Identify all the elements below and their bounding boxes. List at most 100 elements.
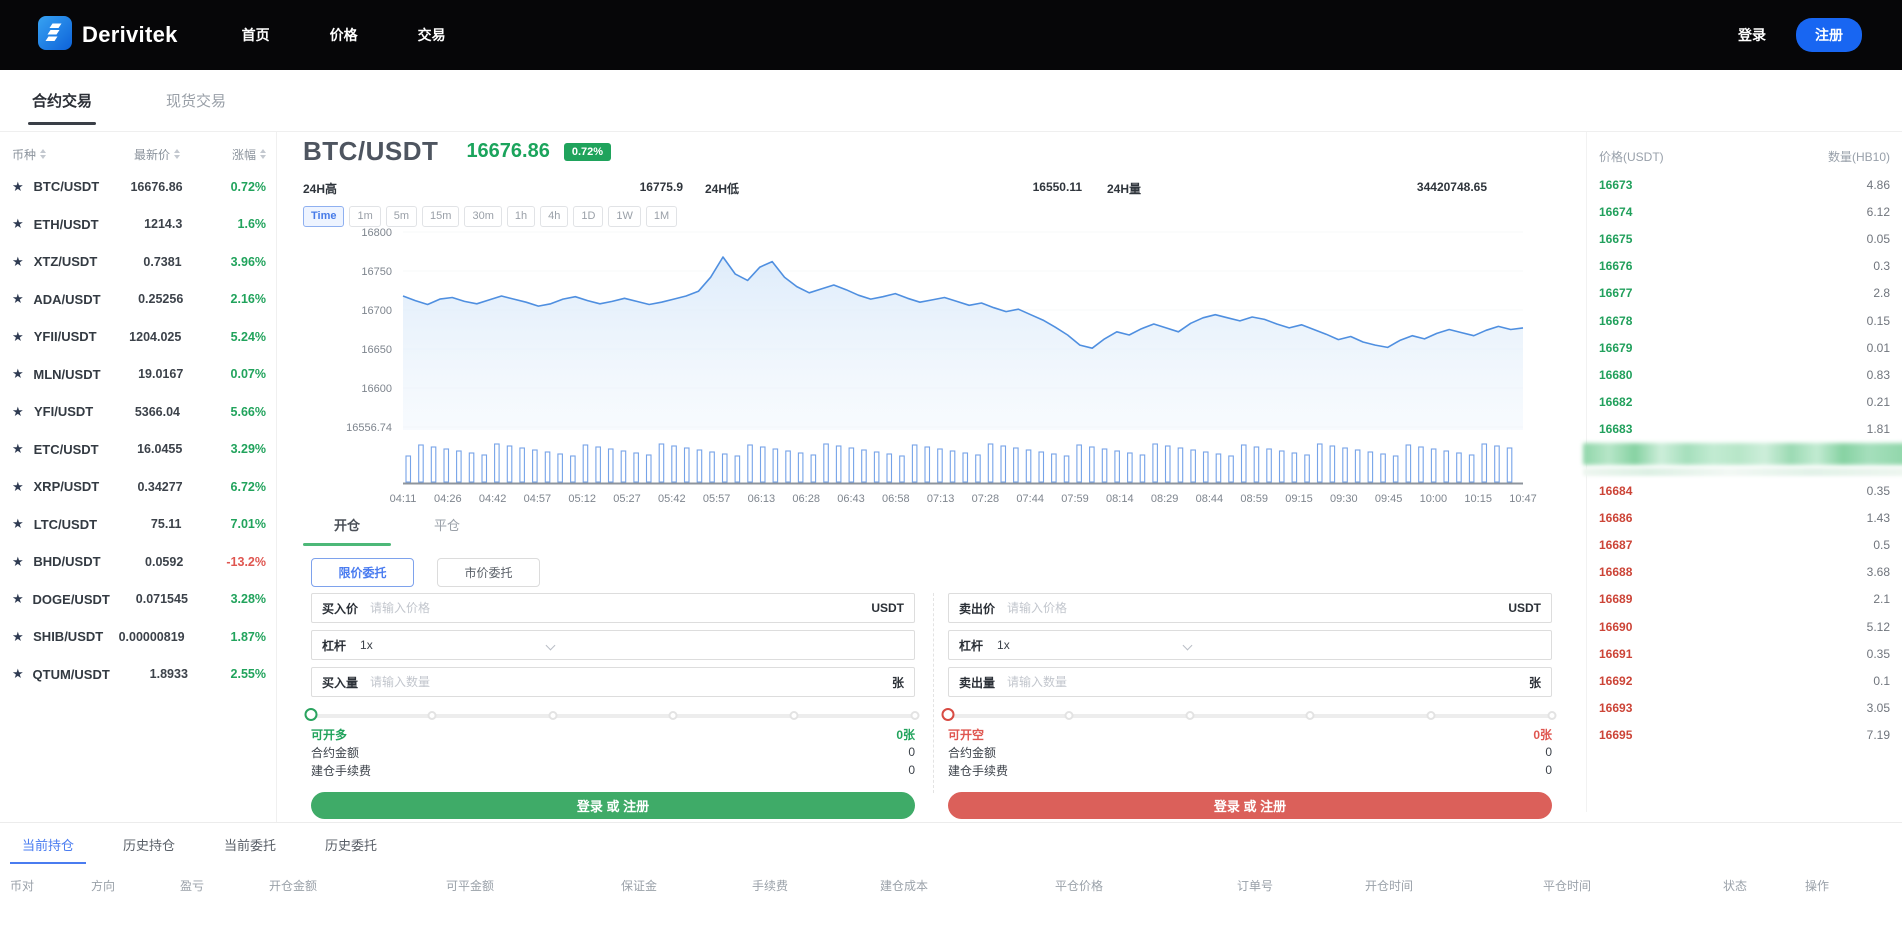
buy-amount-slider[interactable] [304,707,920,725]
watchlist-row[interactable]: ★ MLN/USDT 19.0167 0.07% [0,356,276,394]
favorite-star-icon[interactable]: ★ [12,628,24,644]
limit-order-button[interactable]: 限价委托 [311,558,414,587]
interval-button-1m[interactable]: 1M [645,206,678,227]
slider-handle[interactable] [304,708,318,721]
watchlist-row[interactable]: ★ ADA/USDT 0.25256 2.16% [0,281,276,319]
order-book-row[interactable]: 16688 3.68 [1599,559,1890,586]
nav-item[interactable]: 价格 [329,27,358,43]
slider-track[interactable] [311,714,915,718]
favorite-star-icon[interactable]: ★ [12,441,24,457]
order-book-row[interactable]: 16690 5.12 [1599,613,1890,640]
price-chart[interactable]: 16800 16750 16700 16650 16600 16556.74 04:11 04… [303,226,1543,511]
order-book-row[interactable]: 16695 7.19 [1599,722,1890,749]
order-book: 价格(USDT) 数量(HB10) 16673 4.86 16674 6.12 1667… [1583,132,1902,812]
favorite-star-icon[interactable]: ★ [12,291,24,307]
order-book-row[interactable]: 16678 0.15 [1599,307,1890,334]
nav-item[interactable]: 首页 [241,27,270,43]
positions-tab[interactable]: 历史持仓 [123,838,176,853]
favorite-star-icon[interactable]: ★ [12,591,24,607]
buy-amount-input[interactable] [370,675,892,689]
watchlist-row[interactable]: ★ LTC/USDT 75.11 7.01% [0,506,276,544]
interval-button-1w[interactable]: 1W [608,206,641,227]
watchlist-row[interactable]: ★ XRP/USDT 0.34277 6.72% [0,468,276,506]
order-book-price-header: 价格(USDT) [1599,150,1664,164]
watchlist-row[interactable]: ★ BHD/USDT 0.0592 -13.2% [0,543,276,581]
watchlist-header-change[interactable]: 涨幅 [180,146,266,163]
watchlist-row[interactable]: ★ ETH/USDT 1214.3 1.6% [0,206,276,244]
watchlist-row[interactable]: ★ XTZ/USDT 0.7381 3.96% [0,243,276,281]
watchlist-row[interactable]: ★ YFII/USDT 1204.025 5.24% [0,318,276,356]
favorite-star-icon[interactable]: ★ [12,666,24,682]
tab-open-position[interactable]: 开仓 [303,515,391,546]
login-link[interactable]: 登录 [1738,27,1766,43]
order-book-row[interactable]: 16691 0.35 [1599,640,1890,667]
sell-amount-slider[interactable] [941,707,1557,725]
order-book-row[interactable]: 16692 0.1 [1599,667,1890,694]
slider-track[interactable] [948,714,1552,718]
watchlist-row[interactable]: ★ BTC/USDT 16676.86 0.72% [0,168,276,206]
favorite-star-icon[interactable]: ★ [12,216,24,232]
sell-leverage-select[interactable]: 杠杆 1x [948,630,1552,660]
brand[interactable]: Derivitek [38,15,178,55]
nav-right: 登录 注册 [1738,18,1862,52]
favorite-star-icon[interactable]: ★ [12,253,24,269]
order-book-row[interactable]: 16679 0.01 [1599,334,1890,361]
positions-tab[interactable]: 历史委托 [325,838,378,853]
order-book-row[interactable]: 16674 6.12 [1599,198,1890,225]
order-book-row[interactable]: 16677 2.8 [1599,280,1890,307]
order-book-row[interactable]: 16675 0.05 [1599,225,1890,252]
order-book-row[interactable]: 16693 3.05 [1599,695,1890,722]
order-book-row[interactable]: 16686 1.43 [1599,504,1890,531]
interval-button-15m[interactable]: 15m [422,206,460,227]
interval-button-5m[interactable]: 5m [385,206,418,227]
sell-price-input[interactable] [1007,601,1509,615]
watchlist-row[interactable]: ★ QTUM/USDT 1.8933 2.55% [0,656,276,694]
order-book-row[interactable]: 16689 2.1 [1599,586,1890,613]
row-change: 7.01% [230,517,266,532]
buy-login-register-button[interactable]: 登录 或 注册 [311,792,915,819]
positions-tab[interactable]: 当前委托 [224,838,277,853]
interval-button-time[interactable]: Time [303,206,345,227]
buy-leverage-select[interactable]: 杠杆 1x [311,630,915,660]
interval-button-30m[interactable]: 30m [464,206,502,227]
order-book-row[interactable]: 16682 0.21 [1599,389,1890,416]
svg-text:05:12: 05:12 [568,493,596,505]
interval-button-1m[interactable]: 1m [349,206,381,227]
watchlist-header-price[interactable]: 最新价 [94,146,180,163]
favorite-star-icon[interactable]: ★ [12,328,24,344]
watchlist-row[interactable]: ★ SHIB/USDT 0.00000819 1.87% [0,618,276,656]
tab-close-position[interactable]: 平仓 [403,515,491,546]
favorite-star-icon[interactable]: ★ [12,178,24,194]
tab-spot-trading[interactable]: 现货交易 [162,70,230,131]
slider-handle[interactable] [941,708,955,721]
interval-button-1h[interactable]: 1h [506,206,536,227]
watchlist-row[interactable]: ★ ETC/USDT 16.0455 3.29% [0,431,276,469]
sell-amount-input[interactable] [1007,675,1529,689]
tab-contract-trading[interactable]: 合约交易 [28,70,97,131]
row-change: 1.87% [230,629,266,644]
interval-button-4h[interactable]: 4h [540,206,569,227]
order-book-row[interactable]: 16680 0.83 [1599,361,1890,388]
watchlist-row[interactable]: ★ YFI/USDT 5366.04 5.66% [0,393,276,431]
nav-item[interactable]: 交易 [417,27,446,43]
favorite-star-icon[interactable]: ★ [12,478,24,494]
interval-button-1d[interactable]: 1D [573,206,604,227]
order-book-row[interactable]: 16687 0.5 [1599,531,1890,558]
watchlist-row[interactable]: ★ DOGE/USDT 0.071545 3.28% [0,581,276,619]
favorite-star-icon[interactable]: ★ [12,403,24,419]
svg-text:16600: 16600 [361,383,392,395]
order-book-row[interactable]: 16673 4.86 [1599,171,1890,198]
favorite-star-icon[interactable]: ★ [12,366,24,382]
favorite-star-icon[interactable]: ★ [12,516,24,532]
order-book-row[interactable]: 16683 1.81 [1599,416,1890,443]
order-book-row[interactable]: 16684 0.35 [1599,477,1890,504]
order-book-row[interactable]: 16676 0.3 [1599,253,1890,280]
watchlist-header-symbol[interactable]: 币种 [12,146,47,163]
market-order-button[interactable]: 市价委托 [437,558,540,587]
favorite-star-icon[interactable]: ★ [12,553,24,569]
brand-logo-icon [38,15,72,55]
positions-tab[interactable]: 当前持仓 [10,831,87,864]
register-button[interactable]: 注册 [1796,18,1862,52]
buy-price-input[interactable] [370,601,872,615]
sell-login-register-button[interactable]: 登录 或 注册 [948,792,1552,819]
